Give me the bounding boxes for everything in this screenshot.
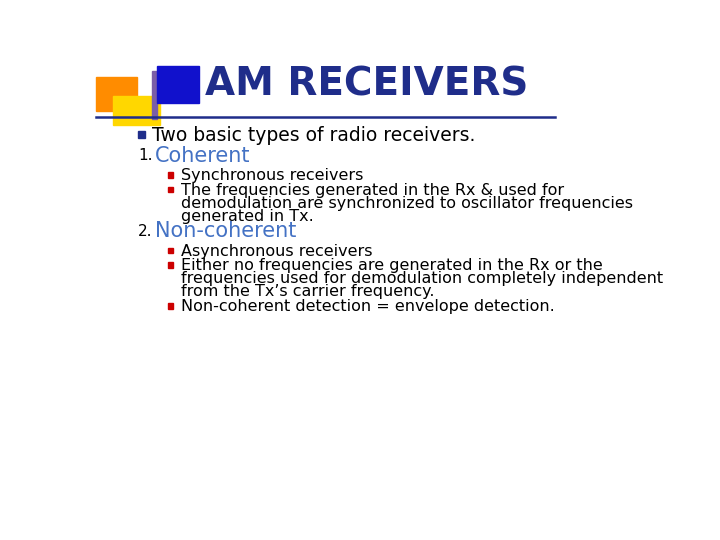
Text: Non-coherent detection = envelope detection.: Non-coherent detection = envelope detect…	[181, 299, 555, 314]
Text: demodulation are synchronized to oscillator frequencies: demodulation are synchronized to oscilla…	[181, 196, 634, 211]
Text: 2.: 2.	[138, 224, 153, 239]
Text: frequencies used for demodulation completely independent: frequencies used for demodulation comple…	[181, 272, 664, 286]
Bar	[152, 71, 157, 119]
Text: Coherent: Coherent	[155, 146, 251, 166]
Text: from the Tx’s carrier frequency.: from the Tx’s carrier frequency.	[181, 285, 435, 300]
Text: AM RECEIVERS: AM RECEIVERS	[204, 66, 528, 104]
Text: 1.: 1.	[138, 148, 153, 163]
Text: The frequencies generated in the Rx & used for: The frequencies generated in the Rx & us…	[181, 183, 564, 198]
Bar	[168, 248, 173, 253]
Bar	[168, 187, 173, 192]
Text: Two basic types of radio receivers.: Two basic types of radio receivers.	[152, 126, 475, 145]
Bar	[168, 172, 173, 178]
Text: generated in Tx.: generated in Tx.	[181, 209, 314, 224]
Bar	[138, 131, 145, 138]
Text: Asynchronous receivers: Asynchronous receivers	[181, 244, 373, 259]
Bar	[157, 66, 199, 103]
Text: Synchronous receivers: Synchronous receivers	[181, 168, 364, 183]
Text: Non-coherent: Non-coherent	[155, 221, 297, 241]
Bar	[168, 262, 173, 268]
Bar	[113, 96, 160, 125]
Bar	[168, 303, 173, 308]
Text: Either no frequencies are generated in the Rx or the: Either no frequencies are generated in t…	[181, 258, 603, 273]
Bar	[96, 77, 137, 111]
